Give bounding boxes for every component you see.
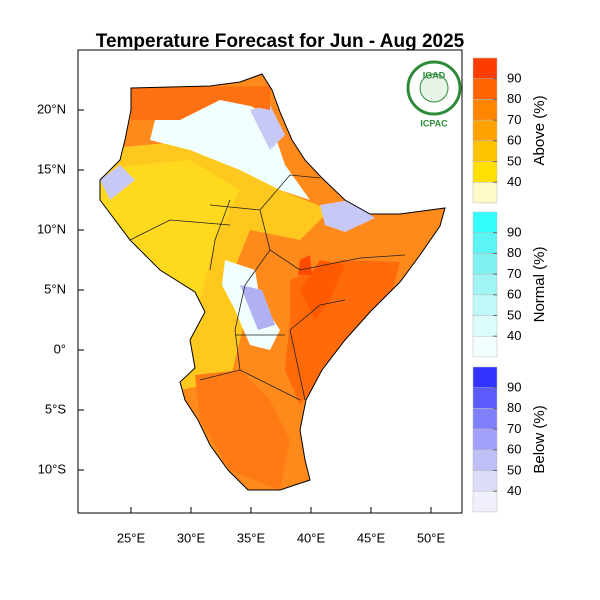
lon-tick-label: 40°E [297,530,326,545]
colorbar-label: 60 [507,287,521,302]
colorbar-label: 60 [507,133,521,148]
lon-tick-label: 35°E [237,530,266,545]
lon-tick-label: 30°E [177,530,206,545]
colorbar-segment [472,294,498,316]
colorbar-segment [472,140,498,162]
colorbar-label: 50 [507,307,521,322]
colorbar-label: 70 [507,421,521,436]
lon-tick-label: 45°E [357,530,386,545]
lon-tick-label: 25°E [117,530,146,545]
colorbar-label: 40 [507,328,521,343]
lat-tick-label: 5°N [44,281,66,296]
colorbar-segment [472,335,498,358]
colorbar-segment [472,57,498,79]
colorbar-segment [472,408,498,430]
colorbar-label: 90 [507,224,521,239]
colorbar-segment [472,161,498,183]
colorbar-label: 80 [507,400,521,415]
colorbar-segment [472,78,498,100]
lon-tick-label: 50°E [417,530,446,545]
logo: IGAD ICPAC [406,60,462,128]
colorbar-segment [472,181,498,204]
colorbar-segment [472,449,498,471]
colorbar-segment [472,253,498,275]
colorbar-segment [472,428,498,451]
colorbar-label: 70 [507,266,521,281]
colorbar-segment [472,490,498,513]
colorbar-label: 80 [507,245,521,260]
colorbar-label: 40 [507,174,521,189]
logo-bottom: ICPAC [420,118,448,128]
colorbar-label: 70 [507,112,521,127]
colorbar-label: 50 [507,153,521,168]
colorbar-segment [472,232,498,254]
colorbar-segment [472,366,498,388]
colorbar-label: 60 [507,442,521,457]
colorbar-segment [472,470,498,492]
coastline [99,73,446,491]
colorbar-title: Above (%) [531,95,548,165]
colorbar-segment [472,99,498,121]
colorbar-segment [472,119,498,142]
map-title: Temperature Forecast for Jun - Aug 2025 [96,31,465,52]
logo-top: IGAD [423,70,446,80]
lat-tick-label: 5°S [45,401,66,416]
country-borders [129,174,406,401]
lat-tick-label: 10°S [38,461,67,476]
colorbar-label: 90 [507,70,521,85]
lat-tick-label: 15°N [37,161,66,176]
colorbar-label: 90 [507,379,521,394]
colorbar-segment [472,387,498,409]
lat-tick-label: 10°N [37,221,66,236]
colorbar-title: Below (%) [531,405,548,473]
colorbar-segment [472,273,498,296]
colorbar-segment [472,211,498,233]
lat-tick-label: 20°N [37,101,66,116]
lat-tick-label: 0° [54,341,66,356]
colorbar-title: Normal (%) [531,247,548,323]
colorbar-label: 50 [507,462,521,477]
logo-globe [419,73,449,103]
colorbar-segment [472,315,498,337]
colorbar-label: 80 [507,91,521,106]
colorbar-label: 40 [507,483,521,498]
